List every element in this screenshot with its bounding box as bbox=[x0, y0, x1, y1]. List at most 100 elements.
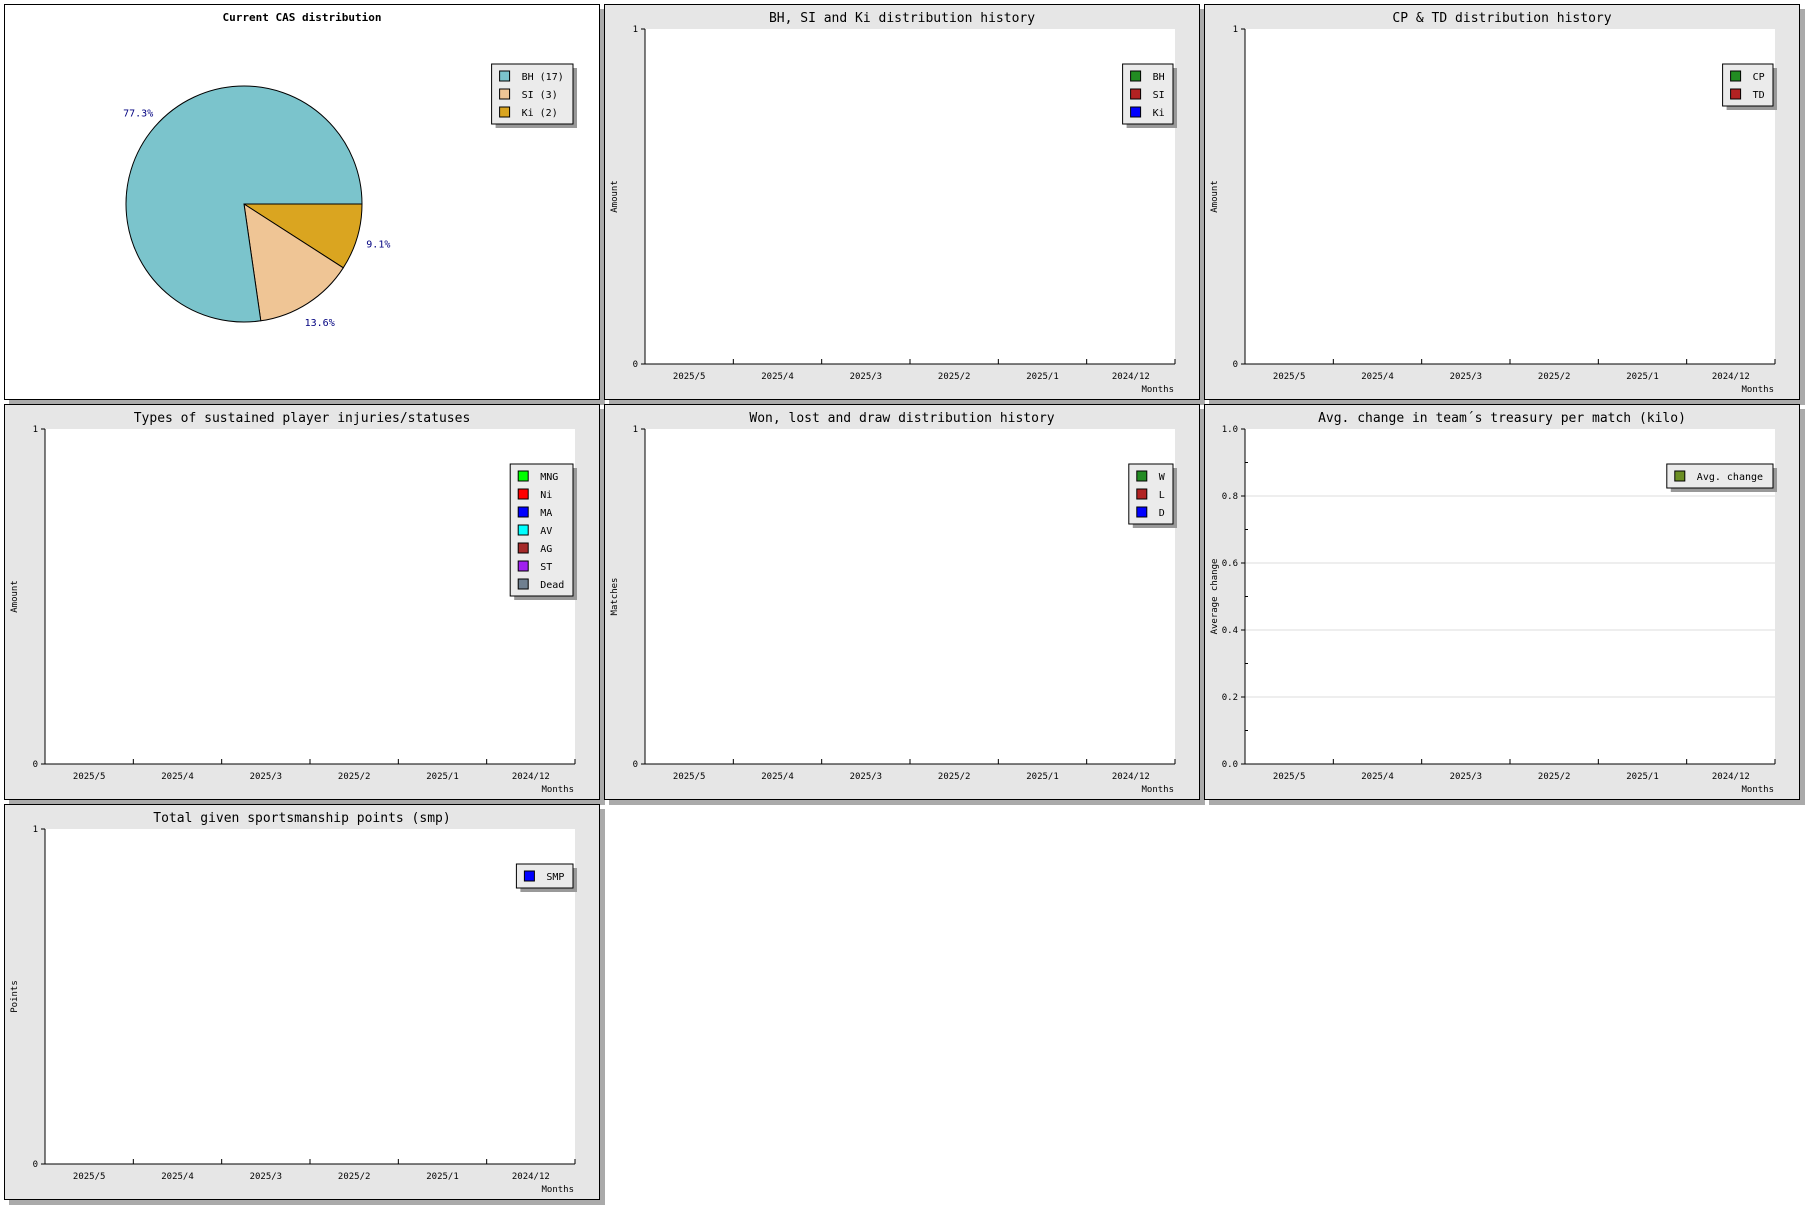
x-tick-label: 2024/12 bbox=[1112, 772, 1150, 782]
x-axis-label: Months bbox=[541, 785, 574, 795]
x-tick-label: 2024/12 bbox=[1712, 772, 1750, 782]
y-tick-label: 0.8 bbox=[1222, 492, 1238, 502]
pie-percent-label: 9.1% bbox=[366, 239, 390, 250]
chart-svg: Types of sustained player injuries/statu… bbox=[4, 404, 600, 800]
legend-label: AG bbox=[540, 544, 552, 555]
plot-area bbox=[45, 829, 575, 1164]
legend-swatch-bh bbox=[1130, 70, 1142, 82]
x-axis-label: Months bbox=[541, 1185, 574, 1195]
y-tick-label: 0 bbox=[633, 360, 638, 370]
x-tick-label: 2025/1 bbox=[1026, 372, 1059, 382]
chart-svg: Total given sportsmanship points (smp) 0 1… bbox=[4, 804, 600, 1200]
chart-panel-6: Avg. change in team´s treasury per match… bbox=[1204, 404, 1800, 800]
legend-swatch-bh-17- bbox=[499, 70, 511, 82]
y-tick-label: 1 bbox=[633, 425, 638, 435]
legend-label: TD bbox=[1753, 90, 1765, 101]
chart-svg: Current CAS distribution 9.1% 13.6% 77.3% BH… bbox=[4, 4, 600, 400]
plot-area bbox=[45, 429, 575, 764]
chart-panel-1: Current CAS distribution 9.1% 13.6% 77.3% BH… bbox=[4, 4, 600, 400]
legend-swatch-l bbox=[1136, 488, 1148, 500]
x-tick-label: 2025/1 bbox=[1626, 772, 1659, 782]
x-axis-label: Months bbox=[1741, 385, 1774, 395]
legend-swatch-si-3- bbox=[499, 88, 511, 100]
x-tick-label: 2025/5 bbox=[673, 372, 706, 382]
chart-title: Current CAS distribution bbox=[223, 11, 382, 24]
y-tick-label: 1 bbox=[33, 425, 38, 435]
chart-title: CP & TD distribution history bbox=[1392, 11, 1611, 26]
x-tick-label: 2025/3 bbox=[850, 772, 883, 782]
x-tick-label: 2025/3 bbox=[250, 772, 283, 782]
legend-swatch-td bbox=[1730, 88, 1742, 100]
x-tick-label: 2024/12 bbox=[512, 1172, 550, 1182]
legend: WLD bbox=[1128, 463, 1177, 528]
chart-panel-7: Total given sportsmanship points (smp) 0 1… bbox=[4, 804, 600, 1200]
legend: BH SI Ki bbox=[1122, 63, 1177, 128]
chart-svg: Won, lost and draw distribution history 0… bbox=[604, 404, 1200, 800]
x-tick-label: 2025/3 bbox=[1450, 772, 1483, 782]
legend-label: MA bbox=[540, 508, 552, 519]
legend-swatch-ma bbox=[517, 506, 529, 518]
y-tick-label: 0.6 bbox=[1222, 559, 1238, 569]
x-tick-label: 2025/5 bbox=[73, 772, 106, 782]
x-tick-label: 2025/4 bbox=[761, 372, 794, 382]
legend-swatch-d bbox=[1136, 506, 1148, 518]
x-tick-label: 2025/2 bbox=[938, 772, 971, 782]
legend-swatch-ag bbox=[517, 542, 529, 554]
legend-label: SI bbox=[1153, 90, 1165, 101]
chart-title: Total given sportsmanship points (smp) bbox=[153, 811, 450, 826]
x-axis-label: Months bbox=[1141, 785, 1174, 795]
legend-label: MNG bbox=[540, 472, 558, 483]
legend-swatch-ni bbox=[517, 488, 529, 500]
y-tick-label: 0 bbox=[1233, 360, 1238, 370]
legend-label: W bbox=[1159, 472, 1166, 483]
y-tick-label: 0 bbox=[33, 1160, 38, 1170]
x-tick-label: 2024/12 bbox=[1712, 372, 1750, 382]
y-axis-label: Points bbox=[10, 980, 20, 1013]
y-tick-label: 1 bbox=[33, 825, 38, 835]
chart-panel-2: BH, SI and Ki distribution history 0 1 2025… bbox=[604, 4, 1200, 400]
legend: BH (17) SI (3) Ki (2) bbox=[491, 63, 577, 128]
x-tick-label: 2025/5 bbox=[73, 1172, 106, 1182]
y-axis-label: Amount bbox=[610, 180, 620, 213]
legend-swatch-smp bbox=[523, 870, 535, 882]
legend-label: Dead bbox=[540, 580, 564, 591]
x-tick-label: 2024/12 bbox=[512, 772, 550, 782]
x-tick-label: 2025/1 bbox=[1626, 372, 1659, 382]
y-tick-label: 1.0 bbox=[1222, 425, 1238, 435]
legend-label: ST bbox=[540, 562, 552, 573]
legend-label: Ki (2) bbox=[522, 108, 558, 119]
x-tick-label: 2025/4 bbox=[1361, 372, 1394, 382]
chart-panel-3: CP & TD distribution history 0 1 2025/5 2025… bbox=[1204, 4, 1800, 400]
pie-slice-si bbox=[243, 202, 344, 322]
y-axis-label: Average change bbox=[1210, 559, 1220, 635]
x-tick-label: 2025/4 bbox=[761, 772, 794, 782]
x-tick-label: 2025/5 bbox=[1273, 372, 1306, 382]
chart-svg: Avg. change in team´s treasury per match… bbox=[1204, 404, 1800, 800]
x-tick-label: 2025/2 bbox=[338, 1172, 371, 1182]
chart-title: Won, lost and draw distribution history bbox=[749, 411, 1054, 426]
x-axis-label: Months bbox=[1741, 785, 1774, 795]
chart-svg: BH, SI and Ki distribution history 0 1 2025… bbox=[604, 4, 1200, 400]
legend-box bbox=[1128, 463, 1174, 525]
x-tick-label: 2025/1 bbox=[426, 1172, 459, 1182]
legend-label: SI (3) bbox=[522, 90, 558, 101]
x-tick-label: 2025/1 bbox=[426, 772, 459, 782]
x-tick-label: 2025/5 bbox=[1273, 772, 1306, 782]
x-tick-label: 2024/12 bbox=[1112, 372, 1150, 382]
pie-percent-label: 13.6% bbox=[305, 318, 335, 329]
legend-label: SMP bbox=[546, 872, 564, 883]
legend-box bbox=[1722, 63, 1774, 107]
chart-title: Avg. change in team´s treasury per match… bbox=[1318, 411, 1686, 426]
plot-area bbox=[645, 429, 1175, 764]
x-tick-label: 2025/2 bbox=[1538, 772, 1571, 782]
pie-percent-label: 77.3% bbox=[123, 108, 153, 119]
legend-swatch-ki bbox=[1130, 106, 1142, 118]
legend-label: Avg. change bbox=[1697, 472, 1763, 483]
x-tick-label: 2025/4 bbox=[161, 772, 194, 782]
x-tick-label: 2025/2 bbox=[338, 772, 371, 782]
legend: Avg. change bbox=[1666, 463, 1777, 492]
pie-slice-bh bbox=[125, 85, 363, 323]
legend-label: Ki bbox=[1153, 108, 1165, 119]
y-tick-label: 0.4 bbox=[1222, 626, 1238, 636]
x-tick-label: 2025/3 bbox=[1450, 372, 1483, 382]
